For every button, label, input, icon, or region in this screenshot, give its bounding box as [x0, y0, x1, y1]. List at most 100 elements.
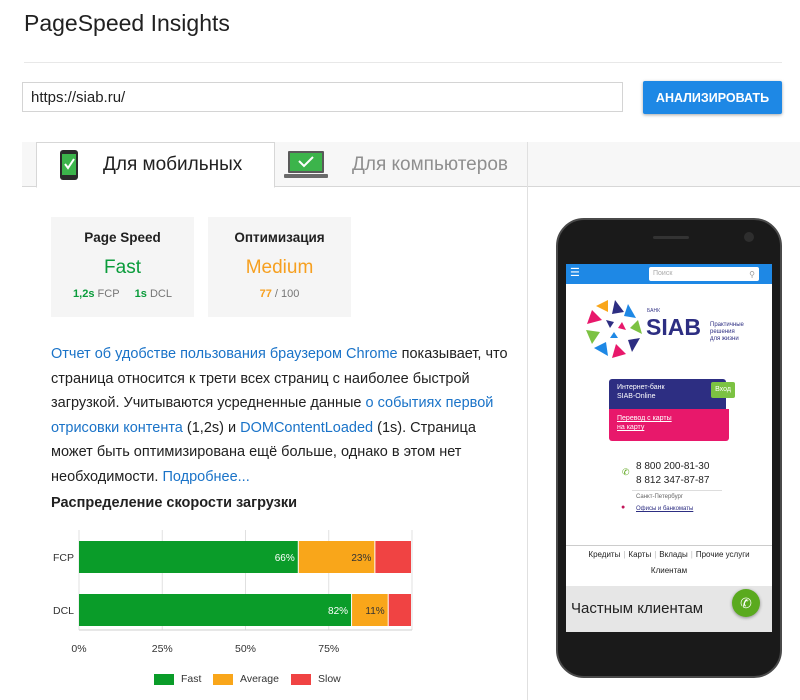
- optimization-score-value: 77: [259, 288, 272, 300]
- bar-segment-slow: [375, 541, 411, 573]
- page-speed-title: Page Speed: [84, 230, 161, 245]
- internet-bank-line: Интернет-банк: [617, 384, 665, 391]
- bar-segment-average: [298, 541, 375, 573]
- description-text-3: (1s). Страница может быть оптимизирована…: [51, 419, 476, 485]
- mobile-preview-device: ☰ Поиск ⚲ БАНК SI: [556, 218, 782, 678]
- mobile-login-button: Вход: [711, 382, 735, 398]
- card-transfer-line: Перевод с карты: [617, 415, 672, 422]
- city-label: Санкт-Петербург: [636, 494, 684, 500]
- dcl-label: DCL: [149, 288, 172, 300]
- legend-slow-swatch: [291, 673, 311, 685]
- siab-brand: SIAB: [646, 314, 701, 340]
- phone-handset-icon: ✆: [622, 467, 630, 477]
- offices-link: Офисы и банкоматы: [636, 506, 694, 512]
- description-paragraph: Отчет об удобстве пользования браузером …: [51, 342, 521, 489]
- legend-fast: Fast: [154, 672, 201, 686]
- bar-segment-slow: [388, 594, 411, 626]
- call-button-icon: ✆: [732, 589, 760, 617]
- tab-desktop-label: Для компьютеров: [352, 154, 508, 175]
- phone-speaker: [653, 236, 689, 239]
- bar-segment-average: [352, 594, 388, 626]
- mobile-site-nav: Кредиты | Карты | Вклады | Прочие услуги Клиен…: [566, 547, 772, 579]
- bar-value-label: 11%: [365, 606, 384, 617]
- dcl-link[interactable]: DOMContentLoaded: [240, 419, 374, 436]
- slogan-line: Практичные: [710, 322, 744, 328]
- mobile-nav-item: Прочие услуги: [695, 550, 750, 559]
- desktop-monitor-icon: [284, 151, 328, 178]
- learn-more-link[interactable]: Подробнее...: [162, 468, 250, 485]
- x-tick-label: 75%: [318, 643, 339, 655]
- fcp-events-link[interactable]: о событиях первой отрисовки контента: [51, 395, 494, 436]
- url-input[interactable]: [22, 82, 623, 112]
- fcp-value: 1,2s: [73, 288, 95, 300]
- legend-average: Average: [213, 672, 279, 686]
- bank-label: БАНК: [647, 308, 661, 314]
- mobile-nav-item: Кредиты: [588, 550, 621, 559]
- siab-logo-icon: [586, 300, 642, 358]
- mobile-nav-item: Карты: [628, 550, 652, 559]
- tab-mobile[interactable]: Для мобильных: [36, 142, 275, 188]
- legend-fast-swatch: [154, 673, 174, 685]
- optimization-title: Оптимизация: [234, 230, 325, 245]
- card-transfer-block: Перевод с карты на карту: [609, 409, 729, 441]
- bar-segment-fast: [79, 594, 352, 626]
- device-tabs: Для мобильных Для компьютеров: [22, 142, 800, 188]
- tab-mobile-label: Для мобильных: [103, 154, 243, 175]
- page-title: PageSpeed Insights: [24, 10, 230, 36]
- phone-camera: [744, 232, 754, 242]
- search-icon: ⚲: [749, 270, 755, 279]
- header-divider: [24, 62, 782, 63]
- category-label: DCL: [53, 605, 74, 617]
- mobile-phone-icon: [60, 150, 78, 180]
- mobile-nav-item: Клиентам: [650, 566, 688, 575]
- mobile-preview-screen: ☰ Поиск ⚲ БАНК SI: [566, 264, 772, 632]
- x-tick-label: 25%: [152, 643, 173, 655]
- mobile-search-box: Поиск ⚲: [649, 267, 759, 281]
- bar-value-label: 66%: [275, 553, 295, 564]
- internet-bank-line: SIAB-Online: [617, 393, 656, 400]
- x-tick-label: 50%: [235, 643, 256, 655]
- internet-bank-block: Интернет-банк SIAB-Online: [609, 379, 726, 409]
- legend-fast-label: Fast: [181, 673, 202, 685]
- legend-slow-label: Slow: [318, 673, 341, 685]
- contact-phones: 8 800 200-81-30 8 812 347-87-87: [636, 460, 709, 488]
- bar-value-label: 23%: [351, 553, 371, 564]
- chrome-report-link[interactable]: Отчет об удобстве пользования браузером …: [51, 346, 398, 362]
- bar-value-label: 82%: [328, 606, 348, 617]
- page-speed-card: Page Speed Fast 1,2s FCP 1s DCL: [51, 217, 194, 317]
- mobile-site-header: ☰ Поиск ⚲: [566, 264, 772, 284]
- mobile-nav-divider: [566, 545, 772, 546]
- optimization-score: 77 / 100: [208, 288, 351, 300]
- hamburger-menu-icon: ☰: [570, 267, 580, 279]
- contact-phone-1: 8 800 200-81-30: [636, 461, 710, 472]
- legend-slow: Slow: [291, 672, 341, 686]
- slogan-line: решения: [710, 329, 735, 335]
- fcp-label: FCP: [97, 288, 120, 300]
- contact-phone-2: 8 812 347-87-87: [636, 475, 710, 486]
- dcl-value: 1s: [134, 288, 147, 300]
- analyze-button[interactable]: АНАЛИЗИРОВАТЬ: [643, 81, 782, 114]
- card-transfer-text: Перевод с карты на карту: [617, 414, 672, 432]
- page-speed-rating: Fast: [104, 257, 141, 278]
- contact-divider: [632, 490, 722, 491]
- siab-logo-area: БАНК SIAB Практичные решения для жизни: [566, 284, 772, 374]
- distribution-title: Распределение скорости загрузки: [51, 495, 298, 511]
- card-transfer-line: на карту: [617, 424, 645, 431]
- content-divider: [527, 142, 528, 700]
- mobile-nav-item: Вклады: [659, 550, 688, 559]
- page-speed-metrics: 1,2s FCP 1s DCL: [51, 288, 194, 300]
- description-text-1: показывает, что страница относится к тре…: [51, 346, 508, 411]
- optimization-score-max: / 100: [274, 288, 300, 300]
- mobile-search-placeholder: Поиск: [653, 270, 673, 277]
- private-clients-heading: Частным клиентам: [571, 600, 704, 617]
- optimization-card: Оптимизация Medium 77 / 100: [208, 217, 351, 317]
- location-pin-icon: ●: [621, 504, 626, 511]
- tab-desktop[interactable]: Для компьютеров: [280, 142, 527, 188]
- optimization-rating: Medium: [245, 257, 314, 278]
- siab-slogan: Практичные решения для жизни: [710, 322, 744, 343]
- description-text-2: (1,2s) и: [182, 419, 241, 436]
- bar-segment-fast: [79, 541, 298, 573]
- internet-bank-text: Интернет-банк SIAB-Online: [617, 383, 665, 401]
- x-tick-label: 0%: [71, 643, 86, 655]
- slogan-line: для жизни: [710, 336, 739, 342]
